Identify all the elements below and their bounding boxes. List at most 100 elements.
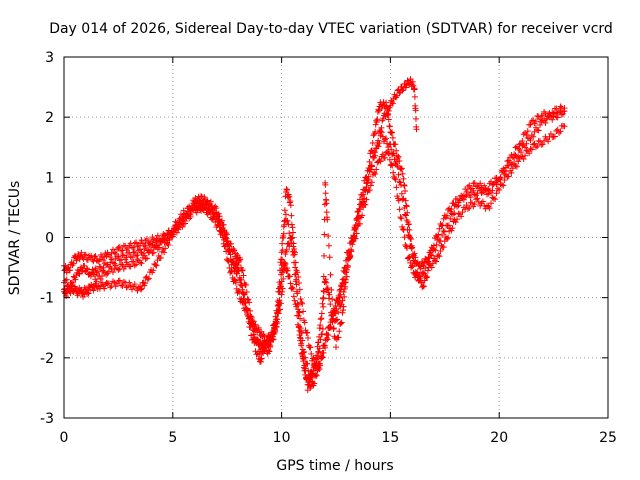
- data-point: [420, 283, 427, 290]
- data-point: [229, 258, 236, 265]
- data-point: [153, 237, 160, 244]
- data-point: [340, 280, 347, 287]
- data-point: [152, 261, 159, 268]
- data-point: [485, 203, 492, 210]
- data-point: [389, 129, 396, 136]
- data-point: [169, 231, 176, 238]
- data-point: [235, 268, 242, 275]
- data-point: [287, 202, 294, 209]
- data-point: [436, 253, 443, 260]
- y-tick-label: -2: [40, 351, 54, 367]
- data-point: [112, 262, 119, 269]
- data-point: [320, 349, 327, 356]
- data-point: [527, 137, 534, 144]
- data-point: [389, 134, 396, 141]
- data-point: [226, 246, 233, 253]
- data-point: [477, 187, 484, 194]
- data-point: [215, 216, 222, 223]
- data-point: [118, 282, 125, 289]
- data-point: [315, 348, 322, 355]
- data-point: [69, 262, 76, 269]
- data-point: [187, 211, 194, 218]
- data-point: [149, 234, 156, 241]
- data-point: [131, 248, 138, 255]
- data-point: [156, 244, 163, 251]
- data-point: [373, 119, 380, 126]
- data-point: [496, 176, 503, 183]
- data-point: [386, 123, 393, 130]
- data-point: [396, 178, 403, 185]
- data-point: [401, 182, 408, 189]
- data-point: [279, 288, 286, 295]
- data-point: [388, 130, 395, 137]
- data-point: [142, 243, 149, 250]
- data-point: [454, 216, 461, 223]
- data-point: [166, 236, 173, 243]
- data-point: [153, 262, 160, 269]
- data-point: [327, 323, 334, 330]
- data-point: [334, 316, 341, 323]
- data-point: [318, 310, 325, 317]
- data-point: [93, 269, 100, 276]
- data-point: [538, 141, 545, 148]
- data-point: [112, 283, 119, 290]
- data-point: [313, 372, 320, 379]
- data-point: [396, 90, 403, 97]
- data-point: [389, 162, 396, 169]
- data-point: [497, 175, 504, 182]
- data-point: [383, 111, 390, 118]
- data-point: [375, 107, 382, 114]
- data-point: [334, 299, 341, 306]
- data-point: [335, 299, 342, 306]
- data-point: [258, 355, 265, 362]
- data-point: [372, 152, 379, 159]
- data-point: [466, 182, 473, 189]
- data-point: [547, 114, 554, 121]
- data-point: [129, 286, 135, 293]
- data-point: [360, 191, 367, 198]
- data-point: [165, 242, 172, 249]
- data-point: [243, 306, 250, 313]
- x-tick-label: 25: [599, 430, 617, 446]
- data-point: [401, 204, 408, 211]
- data-points: [61, 75, 568, 394]
- data-point: [508, 169, 515, 176]
- data-point: [237, 256, 244, 263]
- data-point: [283, 246, 290, 253]
- data-point: [356, 220, 363, 227]
- data-point: [198, 202, 205, 209]
- data-point: [412, 115, 419, 122]
- data-point: [327, 324, 334, 331]
- data-point: [528, 146, 535, 153]
- data-point: [329, 318, 336, 325]
- data-point: [91, 253, 98, 260]
- data-point: [107, 284, 114, 291]
- data-point: [367, 182, 374, 189]
- data-point: [280, 234, 287, 241]
- data-point: [411, 257, 418, 264]
- data-point: [73, 257, 80, 264]
- data-point: [134, 287, 141, 294]
- data-point: [400, 227, 407, 234]
- y-tick-label: 2: [45, 110, 54, 126]
- data-point: [233, 270, 240, 277]
- data-point: [447, 215, 454, 222]
- data-point: [409, 253, 416, 260]
- data-point: [276, 306, 283, 313]
- data-point: [321, 231, 328, 238]
- x-tick-label: 20: [490, 430, 508, 446]
- data-point: [332, 310, 339, 317]
- data-point: [450, 200, 457, 207]
- data-point: [77, 287, 84, 294]
- data-point: [150, 249, 157, 256]
- data-point: [284, 187, 291, 194]
- data-point: [167, 234, 174, 241]
- data-point: [326, 291, 333, 298]
- data-point: [199, 205, 206, 212]
- data-point: [411, 93, 418, 100]
- data-point: [299, 300, 306, 307]
- data-point: [101, 260, 108, 267]
- data-point: [530, 141, 537, 148]
- data-point: [297, 337, 304, 344]
- data-point: [325, 295, 332, 302]
